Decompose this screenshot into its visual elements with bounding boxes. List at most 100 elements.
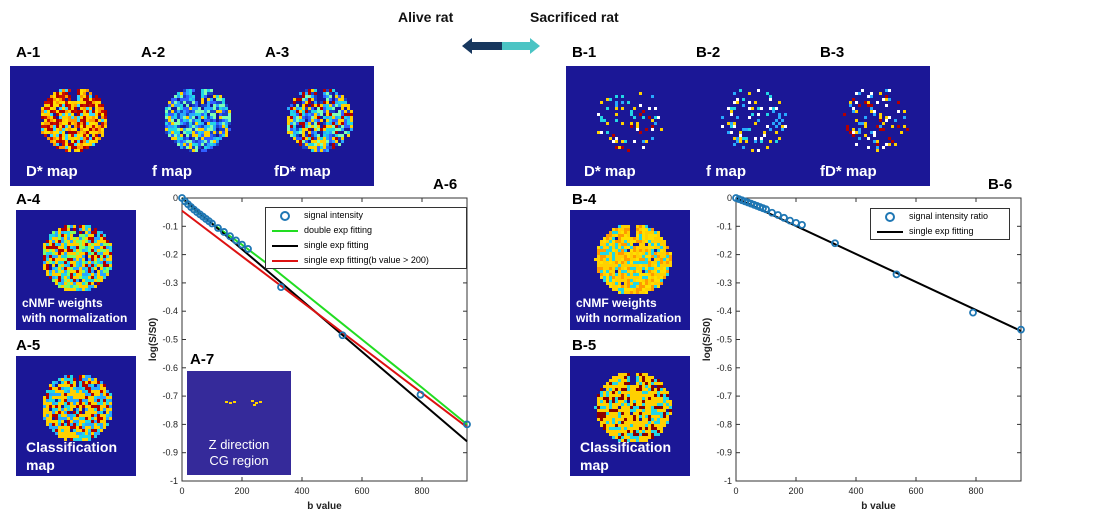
a-brain-images [41, 89, 353, 152]
data-point [226, 232, 234, 241]
y-tick-label: -0.1 [162, 221, 178, 231]
data-point [969, 308, 977, 317]
y-tick-label: 0 [727, 193, 732, 203]
data-point [774, 211, 782, 219]
y-tick-label: -1 [724, 476, 732, 486]
y-tick-label: -1 [170, 476, 178, 486]
y-tick-label: -0.9 [162, 448, 178, 458]
x-tick-label: 200 [788, 486, 803, 496]
panel-label-b6: B-6 [988, 176, 1013, 193]
y-axis-label: log(S/S0) [702, 318, 713, 361]
y-tick-label: -0.6 [716, 363, 732, 373]
y-tick-label: -0.1 [716, 221, 732, 231]
b-brain-images [597, 89, 909, 152]
panel-label-b1: B-1 [572, 44, 597, 61]
dstar-map-caption-b: D* map [584, 163, 636, 180]
data-point [762, 205, 770, 214]
y-tick-label: -0.4 [716, 306, 732, 316]
x-tick-label: 600 [354, 486, 369, 496]
panel-label-a4: A-4 [16, 191, 41, 208]
a6-legend: signal intensity double exp fitting sing… [265, 207, 467, 269]
panel-label-a5: A-5 [16, 337, 41, 354]
y-tick-label: -0.8 [162, 419, 178, 429]
legend-item: double exp fitting [266, 223, 466, 238]
data-point [831, 239, 839, 248]
y-tick-label: -0.5 [716, 335, 732, 345]
panel-label-a2: A-2 [141, 44, 166, 61]
data-point [338, 331, 347, 340]
data-point [214, 224, 222, 232]
fdstar-map-caption: fD* map [274, 163, 331, 180]
cnmf-caption-b: cNMF weights with normalization [576, 296, 682, 325]
b6-legend: signal intensity ratio single exp fittin… [870, 208, 1010, 240]
data-point [232, 236, 240, 245]
x-axis-label: b value [861, 501, 896, 512]
b6-chart: 0-0.1-0.2-0.3-0.4-0.5-0.6-0.7-0.8-0.9-10… [702, 193, 1025, 512]
data-point [416, 390, 425, 399]
plot-area [735, 197, 1022, 482]
fdstar-map-caption-b: fD* map [820, 163, 877, 180]
panel-label-b5: B-5 [572, 337, 597, 354]
data-point [463, 420, 471, 429]
dstar-map-caption: D* map [26, 163, 78, 180]
alive-rat-label: Alive rat [398, 9, 454, 25]
panel-label-a1: A-1 [16, 44, 41, 61]
data-point [244, 245, 252, 253]
y-tick-label: 0 [173, 193, 178, 203]
data-point [892, 270, 901, 279]
panel-label-b3: B-3 [820, 44, 845, 61]
y-tick-label: -0.2 [162, 250, 178, 260]
panel-label-a6: A-6 [433, 176, 458, 193]
data-point [780, 213, 788, 222]
a7-cg-region-map: Z direction CG region [187, 371, 291, 475]
double-arrow-icon [462, 38, 540, 54]
legend-item: signal intensity [266, 208, 466, 223]
b-parameter-maps: D* map f map fD* map [566, 66, 930, 186]
b-classification-map: Classification map [570, 356, 690, 476]
x-tick-label: 400 [294, 486, 309, 496]
a-parameter-maps: D* map f map fD* map [10, 66, 374, 186]
panel-label-a3: A-3 [265, 44, 290, 61]
y-tick-label: -0.7 [162, 391, 178, 401]
f-map-caption: f map [152, 163, 193, 180]
data-point [208, 219, 216, 228]
legend-item: single exp fitting [871, 224, 1009, 239]
y-tick-label: -0.2 [716, 250, 732, 260]
legend-item: single exp fitting(b value > 200) [266, 253, 466, 268]
x-tick-label: 800 [968, 486, 983, 496]
panel-label-a7: A-7 [190, 351, 215, 368]
data-point [277, 283, 285, 292]
data-point [238, 240, 246, 249]
legend-item: single exp fitting [266, 238, 466, 253]
y-tick-label: -0.3 [162, 278, 178, 288]
x-tick-label: 400 [848, 486, 863, 496]
cnmf-caption-a: cNMF weights with normalization [22, 296, 128, 325]
x-axis-label: b value [307, 501, 342, 512]
data-point [798, 220, 806, 229]
x-tick-label: 800 [414, 486, 429, 496]
a-cnmf-map: cNMF weights with normalization [16, 210, 136, 330]
y-tick-label: -0.4 [162, 306, 178, 316]
classification-caption-a: Classification map [26, 439, 118, 473]
legend-item: signal intensity ratio [871, 209, 1009, 224]
a7-caption: Z direction CG region [208, 437, 270, 468]
sacrificed-rat-label: Sacrificed rat [530, 9, 619, 25]
y-tick-label: -0.7 [716, 391, 732, 401]
b-cnmf-map: cNMF weights with normalization [570, 210, 690, 330]
x-tick-label: 600 [908, 486, 923, 496]
y-tick-label: -0.6 [162, 363, 178, 373]
panel-label-b2: B-2 [696, 44, 721, 61]
panel-label-b4: B-4 [572, 191, 597, 208]
a-classification-map: Classification map [16, 356, 136, 476]
x-tick-label: 200 [234, 486, 249, 496]
y-tick-label: -0.8 [716, 419, 732, 429]
data-point [220, 228, 228, 236]
classification-caption-b: Classification map [580, 439, 672, 473]
y-tick-label: -0.3 [716, 278, 732, 288]
x-tick-label: 0 [179, 486, 184, 496]
f-map-caption-b: f map [706, 163, 747, 180]
y-axis-label: log(S/S0) [148, 318, 159, 361]
x-tick-label: 0 [733, 486, 738, 496]
data-point [1017, 325, 1025, 334]
y-tick-label: -0.9 [716, 448, 732, 458]
